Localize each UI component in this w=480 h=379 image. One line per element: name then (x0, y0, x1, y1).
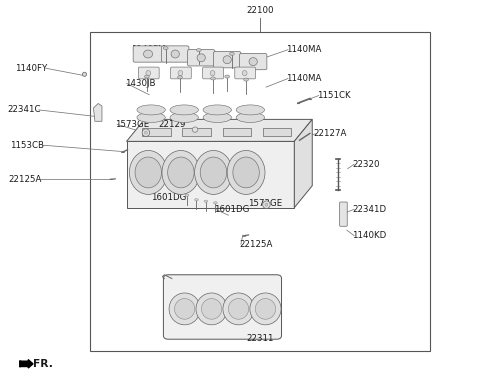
Ellipse shape (233, 157, 259, 188)
FancyBboxPatch shape (235, 67, 255, 79)
FancyBboxPatch shape (161, 46, 189, 62)
FancyArrow shape (20, 360, 33, 368)
FancyBboxPatch shape (170, 67, 191, 79)
Text: 22100: 22100 (247, 6, 274, 15)
Ellipse shape (178, 76, 182, 79)
Text: 22125A: 22125A (239, 240, 272, 249)
Ellipse shape (214, 202, 217, 204)
Bar (182, 127, 211, 136)
Ellipse shape (196, 49, 201, 52)
FancyBboxPatch shape (340, 202, 347, 226)
Ellipse shape (223, 56, 231, 64)
Ellipse shape (170, 113, 198, 122)
Ellipse shape (211, 77, 216, 80)
Ellipse shape (83, 72, 86, 77)
Ellipse shape (236, 113, 264, 122)
Ellipse shape (194, 150, 232, 194)
Text: 1430JB: 1430JB (125, 79, 155, 88)
Text: 1140FY: 1140FY (15, 64, 48, 73)
Polygon shape (94, 103, 102, 121)
Ellipse shape (144, 50, 153, 58)
FancyBboxPatch shape (188, 50, 215, 66)
Ellipse shape (210, 70, 215, 76)
Ellipse shape (228, 299, 249, 319)
Ellipse shape (146, 70, 151, 76)
Ellipse shape (178, 70, 183, 76)
Text: 1153CB: 1153CB (10, 141, 44, 150)
Ellipse shape (194, 199, 198, 201)
Ellipse shape (137, 113, 165, 122)
Ellipse shape (169, 293, 200, 325)
Bar (142, 127, 170, 136)
Ellipse shape (236, 105, 264, 115)
FancyBboxPatch shape (214, 52, 241, 68)
Ellipse shape (175, 299, 195, 319)
Text: 1140KD: 1140KD (352, 231, 387, 240)
Ellipse shape (192, 127, 198, 132)
Ellipse shape (144, 131, 147, 134)
Ellipse shape (144, 75, 149, 78)
Ellipse shape (197, 54, 205, 62)
Polygon shape (127, 119, 312, 141)
FancyBboxPatch shape (163, 275, 282, 339)
Text: 22311: 22311 (246, 334, 274, 343)
Text: 1140MA: 1140MA (286, 74, 322, 83)
Text: 1601DG: 1601DG (214, 205, 249, 214)
Ellipse shape (244, 78, 249, 81)
Text: 22341D: 22341D (352, 205, 386, 214)
Text: 22125A: 22125A (8, 175, 41, 184)
Ellipse shape (137, 105, 165, 115)
Text: 1573GE: 1573GE (115, 120, 149, 129)
Ellipse shape (162, 150, 200, 194)
Ellipse shape (223, 293, 254, 325)
Ellipse shape (185, 194, 189, 196)
FancyBboxPatch shape (133, 46, 163, 62)
Text: 1140FM: 1140FM (131, 45, 166, 54)
Text: 1573GE: 1573GE (249, 199, 283, 208)
Ellipse shape (135, 157, 161, 188)
FancyBboxPatch shape (138, 67, 159, 79)
Ellipse shape (196, 293, 227, 325)
Text: 1151CK: 1151CK (317, 91, 350, 100)
Ellipse shape (142, 129, 150, 136)
Ellipse shape (203, 113, 231, 122)
Ellipse shape (202, 299, 222, 319)
Bar (263, 127, 291, 136)
Ellipse shape (203, 105, 231, 115)
Ellipse shape (171, 50, 180, 58)
Ellipse shape (168, 157, 194, 188)
Ellipse shape (255, 299, 276, 319)
Ellipse shape (249, 58, 257, 66)
Ellipse shape (227, 150, 265, 194)
FancyBboxPatch shape (203, 67, 223, 79)
Ellipse shape (200, 157, 227, 188)
Text: 22127A: 22127A (313, 129, 347, 138)
Bar (223, 127, 251, 136)
Bar (127, 141, 294, 208)
Text: 22341C: 22341C (7, 105, 40, 114)
Bar (90, 32, 431, 351)
FancyBboxPatch shape (240, 53, 267, 70)
Ellipse shape (265, 203, 268, 206)
Ellipse shape (204, 200, 208, 202)
Text: FR.: FR. (33, 359, 53, 369)
Text: 1140MA: 1140MA (286, 45, 322, 54)
Ellipse shape (130, 150, 167, 194)
Text: 1601DG: 1601DG (151, 193, 186, 202)
Ellipse shape (225, 75, 229, 78)
Ellipse shape (250, 293, 281, 325)
Text: 22320: 22320 (352, 160, 380, 169)
Text: 22129: 22129 (159, 120, 186, 129)
Polygon shape (294, 119, 312, 208)
Ellipse shape (242, 70, 247, 76)
Ellipse shape (229, 52, 234, 55)
Ellipse shape (263, 201, 270, 208)
Ellipse shape (163, 47, 168, 50)
Ellipse shape (170, 105, 198, 115)
